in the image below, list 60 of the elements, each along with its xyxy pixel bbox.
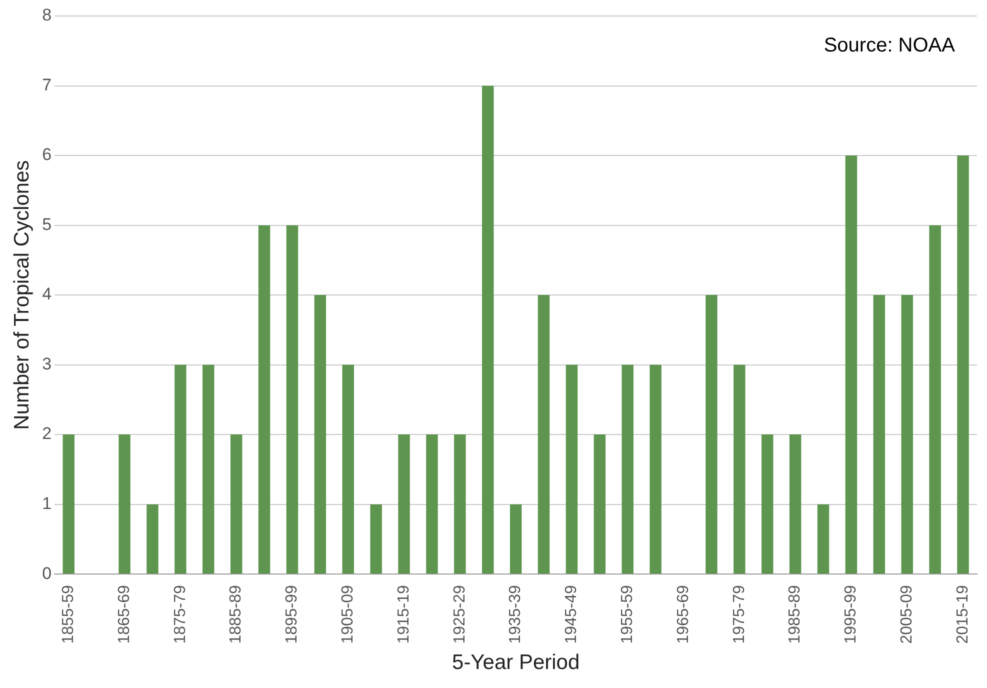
- x-tick-label: 1965-69: [674, 584, 692, 644]
- bar: [929, 225, 941, 574]
- bar: [817, 504, 830, 574]
- x-tick-label: 1995-99: [842, 584, 860, 644]
- x-tick-label: 1875-79: [172, 584, 189, 644]
- x-tick-label: 2005-09: [898, 584, 916, 644]
- bar: [426, 434, 438, 574]
- bar: [510, 504, 522, 574]
- bar: [118, 434, 130, 574]
- x-tick-label: 1985-89: [786, 584, 804, 644]
- x-axis-title: 5-Year Period: [452, 651, 580, 674]
- x-tick-label: 1975-79: [730, 584, 748, 644]
- bar: [286, 225, 298, 574]
- y-tick-label: 0: [42, 564, 52, 583]
- x-tick-label: 1865-69: [116, 584, 133, 644]
- bar: [62, 434, 74, 574]
- y-tick-label: 4: [42, 284, 52, 304]
- x-tick-label: 1955-59: [619, 584, 636, 644]
- bar: [258, 225, 270, 574]
- bar: [901, 295, 913, 574]
- bar: [566, 364, 578, 574]
- bar: [230, 434, 242, 574]
- bar: [314, 295, 326, 574]
- bar: [845, 156, 858, 574]
- x-tick-label: 2015-19: [954, 584, 972, 644]
- y-tick-label: 3: [42, 354, 52, 374]
- bar: [734, 364, 746, 574]
- bar: [342, 364, 354, 574]
- x-tick-label: 1895-99: [284, 584, 301, 644]
- bar: [174, 364, 186, 574]
- bar: [398, 434, 410, 574]
- bar: [622, 364, 634, 574]
- bar: [957, 156, 969, 574]
- bar: [873, 295, 886, 574]
- y-tick-label: 7: [42, 75, 52, 94]
- bar: [789, 434, 802, 574]
- y-tick-label: 8: [42, 6, 52, 25]
- x-tick-label: 1935-39: [507, 584, 524, 644]
- bar: [454, 434, 466, 574]
- x-tick-label: 1885-89: [228, 584, 245, 644]
- y-tick-label: 6: [42, 145, 52, 164]
- x-tick-label: 1925-29: [451, 584, 468, 644]
- bar: [538, 295, 550, 574]
- bar: [762, 434, 774, 574]
- bar: [706, 295, 718, 574]
- bar: [370, 504, 382, 574]
- x-tick-label: 1945-49: [563, 584, 580, 644]
- y-tick-label: 1: [42, 494, 52, 514]
- bar: [650, 364, 662, 574]
- annotation: Source: NOAA: [824, 34, 956, 57]
- bar: [202, 364, 214, 574]
- x-tick-label: 1915-19: [395, 584, 412, 644]
- x-tick-label: 1905-09: [340, 584, 357, 644]
- y-tick-label: 2: [42, 424, 52, 444]
- x-tick-label: 1855-59: [60, 584, 78, 644]
- y-axis-title: Number of Tropical Cyclones: [10, 160, 34, 430]
- bar: [594, 434, 606, 574]
- bar: [482, 86, 494, 574]
- y-tick-label: 5: [42, 214, 52, 234]
- bar: [146, 504, 158, 574]
